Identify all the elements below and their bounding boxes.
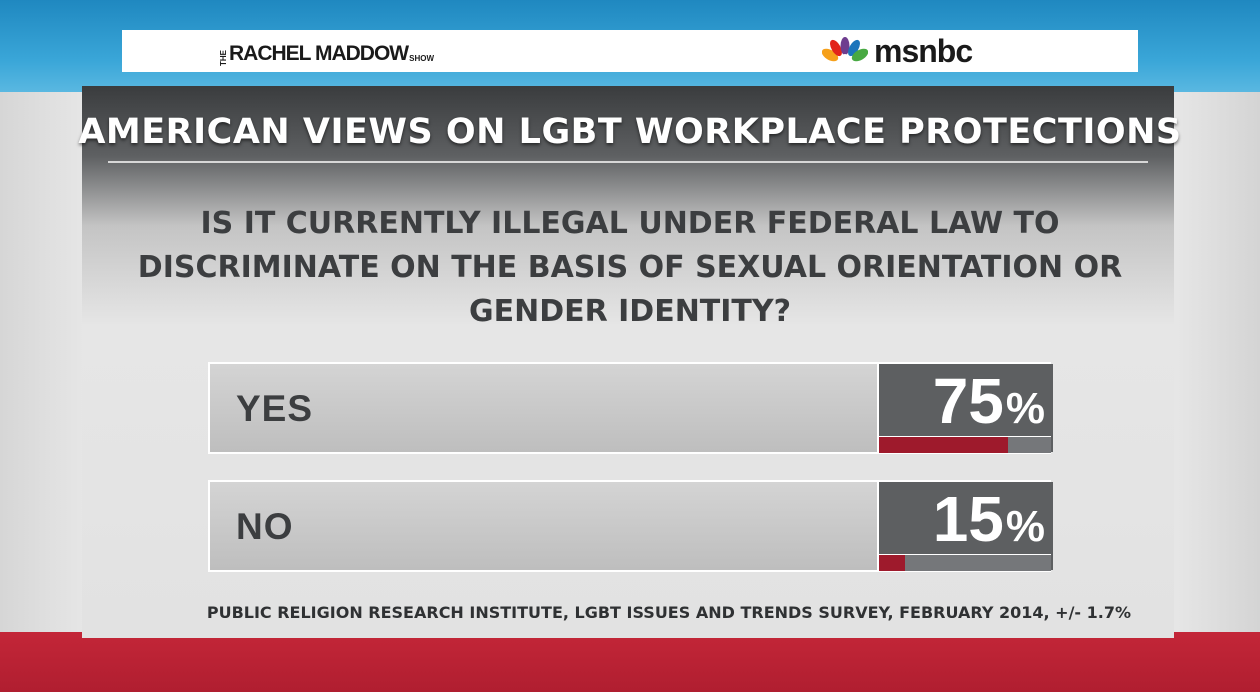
bar-no [879,555,905,571]
meter-track-no [879,554,1051,571]
show-logo: THE RACHEL MADDOW SHOW [219,38,434,66]
value-number-no: 15 [932,483,1004,555]
value-unit-yes: % [1005,384,1045,433]
chart-title: AMERICAN VIEWS ON LGBT WORKPLACE PROTECT… [78,112,1182,152]
value-box-no: 15% [877,482,1053,571]
background-wall-right [1172,92,1260,632]
network-logo: msnbc [822,32,973,69]
bar-yes [879,437,1008,453]
header-bar: THE RACHEL MADDOW SHOW msnbc [122,30,1138,72]
show-logo-suffix: SHOW [409,54,434,63]
value-unit-no: % [1005,502,1045,551]
show-logo-name: RACHEL MADDOW [229,42,409,65]
network-wordmark: msnbc [874,32,973,69]
answer-label-no: NO [236,506,294,547]
answer-label-yes: YES [236,388,314,429]
value-box-yes: 75% [877,364,1053,453]
answer-row-yes: YES 75% [208,362,1053,454]
value-label-yes: 75% [879,364,1045,437]
value-label-no: 15% [879,482,1045,555]
source-note: PUBLIC RELIGION RESEARCH INSTITUTE, LGBT… [206,603,1131,622]
nbc-peacock-icon [822,37,868,64]
meter-track-yes [879,436,1051,453]
value-number-yes: 75 [932,365,1004,437]
show-logo-the: THE [219,50,228,66]
title-divider [108,161,1148,163]
answer-row-no: NO 15% [208,480,1053,572]
background-wall-left [0,92,90,632]
survey-question: IS IT CURRENTLY ILLEGAL UNDER FEDERAL LA… [137,206,1123,329]
